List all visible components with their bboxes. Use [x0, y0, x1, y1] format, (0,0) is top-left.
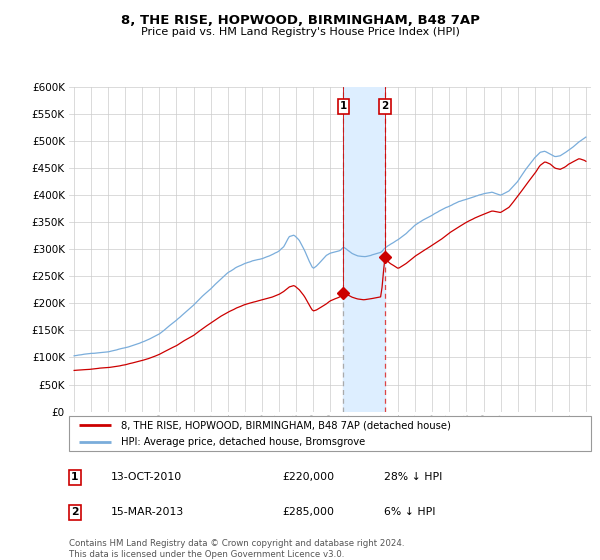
Text: 28% ↓ HPI: 28% ↓ HPI — [384, 472, 442, 482]
Text: This data is licensed under the Open Government Licence v3.0.: This data is licensed under the Open Gov… — [69, 550, 344, 559]
Text: 8, THE RISE, HOPWOOD, BIRMINGHAM, B48 7AP (detached house): 8, THE RISE, HOPWOOD, BIRMINGHAM, B48 7A… — [121, 420, 451, 430]
Bar — [343, 87, 385, 412]
Text: £220,000: £220,000 — [282, 472, 334, 482]
Text: 6% ↓ HPI: 6% ↓ HPI — [384, 507, 436, 517]
Text: £285,000: £285,000 — [282, 507, 334, 517]
Text: Price paid vs. HM Land Registry's House Price Index (HPI): Price paid vs. HM Land Registry's House … — [140, 27, 460, 37]
Text: 1: 1 — [71, 472, 79, 482]
Text: 13-OCT-2010: 13-OCT-2010 — [111, 472, 182, 482]
Text: 2: 2 — [381, 101, 388, 111]
Text: 8, THE RISE, HOPWOOD, BIRMINGHAM, B48 7AP: 8, THE RISE, HOPWOOD, BIRMINGHAM, B48 7A… — [121, 14, 479, 27]
Text: 15-MAR-2013: 15-MAR-2013 — [111, 507, 184, 517]
Text: 1: 1 — [340, 101, 347, 111]
Text: HPI: Average price, detached house, Bromsgrove: HPI: Average price, detached house, Brom… — [121, 437, 365, 447]
FancyBboxPatch shape — [69, 416, 591, 451]
Text: Contains HM Land Registry data © Crown copyright and database right 2024.: Contains HM Land Registry data © Crown c… — [69, 539, 404, 548]
Text: 2: 2 — [71, 507, 79, 517]
